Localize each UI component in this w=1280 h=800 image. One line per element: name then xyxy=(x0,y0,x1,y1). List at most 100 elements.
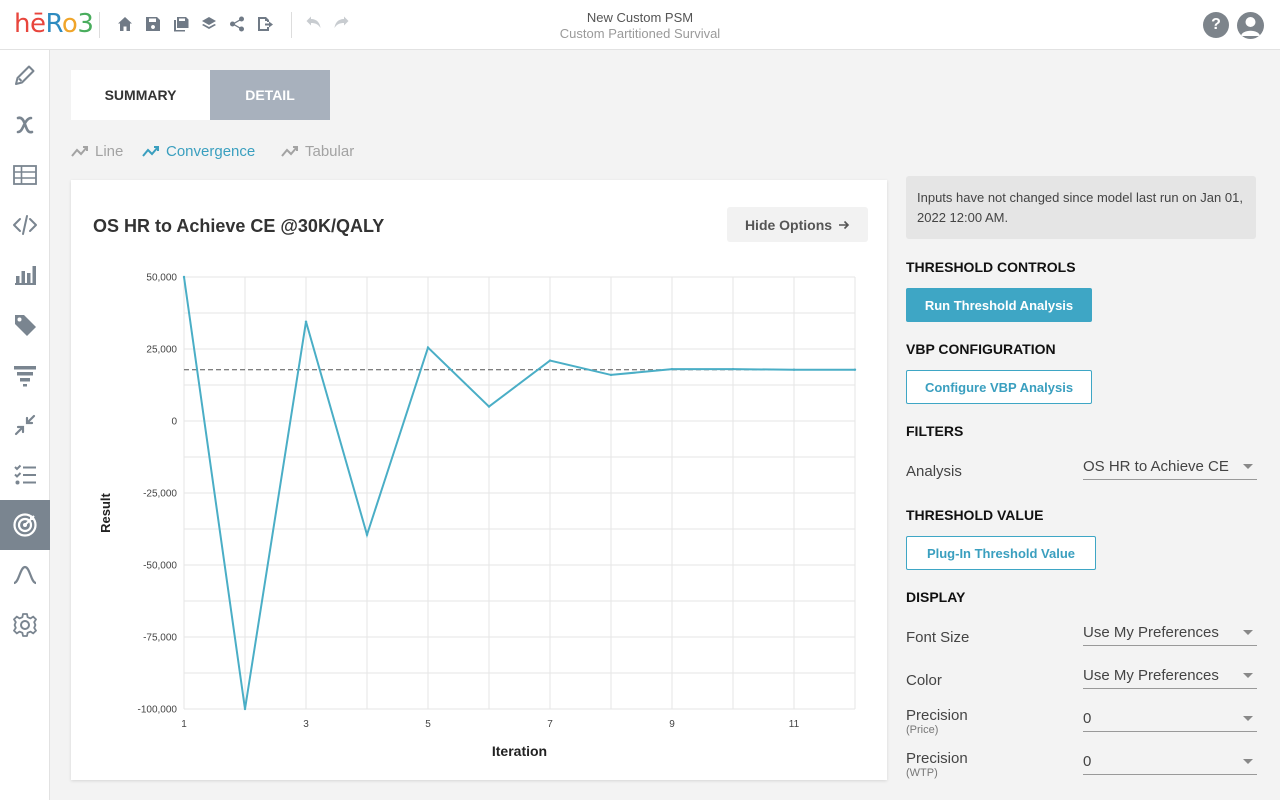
user-avatar-icon[interactable] xyxy=(1237,12,1264,39)
bar-chart-icon xyxy=(15,266,36,285)
view-tab-tabular[interactable]: Tabular xyxy=(281,143,354,160)
font-size-label: Font Size xyxy=(906,629,970,646)
x-tick-label: 3 xyxy=(303,719,309,730)
data-point xyxy=(609,373,613,377)
analysis-select-value: OS HR to Achieve CE xyxy=(1083,458,1229,475)
sidebar-item-checklist[interactable] xyxy=(0,450,50,500)
share-icon[interactable] xyxy=(228,15,246,33)
trend-icon xyxy=(71,145,88,157)
sidebar-item-settings[interactable] xyxy=(0,600,50,650)
convergence-chart: 50,000 25,000 0 -25,000 -50,000 -75,000 -100,0… xyxy=(98,273,857,759)
color-label: Color xyxy=(906,672,942,689)
data-point xyxy=(243,707,247,711)
y-tick-label: -50,000 xyxy=(143,561,177,572)
toolbar-divider xyxy=(291,12,292,38)
save-icon[interactable] xyxy=(144,15,162,33)
plugin-threshold-button[interactable]: Plug-In Threshold Value xyxy=(906,536,1096,570)
color-select[interactable]: Use My Preferences xyxy=(1083,667,1257,689)
redo-icon[interactable] xyxy=(332,15,350,33)
precision-price-label: Precision xyxy=(906,707,968,724)
analysis-label: Analysis xyxy=(906,463,962,480)
data-point xyxy=(792,368,796,371)
data-point xyxy=(304,320,308,323)
arrow-right-icon xyxy=(839,220,850,229)
pencil-icon xyxy=(15,65,35,85)
data-point xyxy=(548,359,552,362)
tab-summary[interactable]: SUMMARY xyxy=(71,70,210,120)
y-axis-title: Result xyxy=(98,492,113,532)
x-tick-label: 1 xyxy=(181,719,187,730)
analysis-select[interactable]: OS HR to Achieve CE xyxy=(1083,458,1257,480)
variable-x-icon xyxy=(16,116,34,134)
data-point xyxy=(182,275,186,279)
x-tick-label: 5 xyxy=(425,719,431,730)
data-point xyxy=(365,533,369,536)
precision-price-select[interactable]: 0 xyxy=(1083,710,1257,732)
y-tick-label: -25,000 xyxy=(143,489,177,500)
curve-icon xyxy=(13,565,37,585)
trend-icon xyxy=(281,145,298,157)
precision-wtp-label: Precision xyxy=(906,750,968,767)
display-heading: DISPLAY xyxy=(906,589,966,605)
code-icon xyxy=(13,215,37,235)
data-point xyxy=(487,405,491,408)
sidebar-item-variables[interactable] xyxy=(0,100,50,150)
sidebar-item-compress[interactable] xyxy=(0,400,50,450)
compress-icon xyxy=(14,414,36,436)
filter-icon xyxy=(14,366,36,387)
undo-icon[interactable] xyxy=(305,15,323,33)
precision-price-value: 0 xyxy=(1083,710,1092,727)
sidebar-item-threshold[interactable] xyxy=(0,500,50,550)
sidebar-item-filters[interactable] xyxy=(0,350,50,400)
model-status-info: Inputs have not changed since model last… xyxy=(906,176,1256,239)
font-size-select[interactable]: Use My Preferences xyxy=(1083,624,1257,646)
sidebar-item-distributions[interactable] xyxy=(0,550,50,600)
chevron-down-icon xyxy=(1243,759,1253,764)
view-tab-line[interactable]: Line xyxy=(71,143,123,160)
logo-part: R xyxy=(45,9,62,39)
save-as-icon[interactable] xyxy=(172,15,190,33)
sidebar-item-edit[interactable] xyxy=(0,50,50,100)
y-tick-label: 25,000 xyxy=(146,345,177,356)
tab-detail[interactable]: DETAIL xyxy=(210,70,330,120)
toolbar-divider xyxy=(99,12,100,38)
precision-wtp-sublabel: (WTP) xyxy=(906,767,938,779)
export-icon[interactable] xyxy=(256,15,274,33)
series-line xyxy=(183,276,855,710)
precision-wtp-select[interactable]: 0 xyxy=(1083,753,1257,775)
run-threshold-analysis-button[interactable]: Run Threshold Analysis xyxy=(906,288,1092,322)
layers-icon[interactable] xyxy=(200,15,218,33)
logo-part: 3 xyxy=(77,9,94,39)
data-point xyxy=(853,368,857,371)
filters-heading: FILTERS xyxy=(906,423,964,439)
color-select-value: Use My Preferences xyxy=(1083,667,1219,684)
sidebar-item-tables[interactable] xyxy=(0,150,50,200)
chevron-down-icon xyxy=(1243,716,1253,721)
y-tick-label: 0 xyxy=(171,417,177,428)
y-tick-label: -75,000 xyxy=(143,633,177,644)
data-point xyxy=(670,367,674,371)
font-size-select-value: Use My Preferences xyxy=(1083,624,1219,641)
hide-options-label: Hide Options xyxy=(744,216,833,233)
view-tab-label: Tabular xyxy=(305,143,355,160)
view-tab-convergence[interactable]: Convergence xyxy=(142,143,255,160)
y-tick-label: -100,000 xyxy=(138,705,178,716)
data-point xyxy=(426,346,430,349)
sidebar-item-code[interactable] xyxy=(0,200,50,250)
hero3-logo[interactable]: hēRo3 xyxy=(14,9,94,39)
x-tick-label: 7 xyxy=(547,719,553,730)
sidebar-item-charts[interactable] xyxy=(0,250,50,300)
home-icon[interactable] xyxy=(116,15,134,33)
help-icon[interactable]: ? xyxy=(1203,12,1229,38)
logo-part: hē xyxy=(14,9,46,39)
table-icon xyxy=(13,165,37,185)
target-icon xyxy=(13,513,37,537)
gear-icon xyxy=(13,613,37,637)
view-tab-label: Convergence xyxy=(166,143,256,160)
x-tick-label: 11 xyxy=(789,719,800,730)
configure-vbp-button[interactable]: Configure VBP Analysis xyxy=(906,370,1092,404)
threshold-value-heading: THRESHOLD VALUE xyxy=(906,507,1044,523)
hide-options-button[interactable]: Hide Options xyxy=(727,207,868,242)
top-bar: hēRo3 New Custom PSM Custom Partitioned … xyxy=(0,0,1280,50)
sidebar-item-tags[interactable] xyxy=(0,300,50,350)
